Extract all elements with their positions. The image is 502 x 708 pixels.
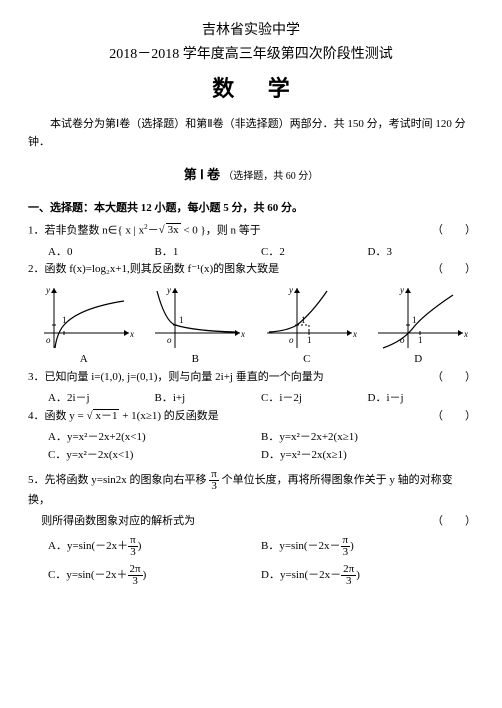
question-1: 1．若非负整数 n∈{ x | x2－3x < 0 }，则 n 等于 （ ） bbox=[28, 222, 474, 240]
q3-choice-d: D．i－j bbox=[368, 390, 475, 408]
q5-choice-a: A．y=sin(－2x＋π3) bbox=[48, 535, 261, 558]
svg-text:o: o bbox=[46, 335, 51, 345]
question-5-line1: 5．先将函数 y=sin2x 的图象向右平移 π3 个单位长度，再将所得图象作关… bbox=[28, 469, 474, 510]
q4-choices-2: C．y=x²－2x(x<1) D．y=x²－2x(x≥1) bbox=[28, 447, 474, 465]
q3-stem: 3．已知向量 i=(1,0), j=(0,1)，则与向量 2i+j 垂直的一个向… bbox=[28, 371, 324, 383]
q1-paren: （ ） bbox=[432, 222, 476, 240]
q2-graph-c: x y o 1 1 C bbox=[251, 283, 363, 369]
q3-choices: A．2i－j B．i+j C．i－2j D．i－j bbox=[28, 390, 474, 408]
q2-label-a: A bbox=[28, 351, 140, 369]
svg-text:x: x bbox=[240, 329, 245, 339]
q4-choice-a: A．y=x²－2x+2(x<1) bbox=[48, 429, 261, 447]
q1-choice-b: B．1 bbox=[155, 244, 262, 262]
q2-graphs: x y o 1 A x y o 1 B bbox=[28, 283, 474, 369]
svg-text:1: 1 bbox=[179, 315, 184, 325]
q3-paren: （ ） bbox=[432, 369, 476, 387]
section-1-title: 第 Ⅰ 卷 （选择题，共 60 分） bbox=[28, 165, 474, 186]
question-4: 4．函数 y = x－1 + 1(x≥1) 的反函数是 （ ） bbox=[28, 408, 474, 426]
svg-text:y: y bbox=[399, 285, 404, 295]
subject-title: 数 学 bbox=[28, 71, 474, 106]
q5-paren: （ ） bbox=[432, 513, 476, 531]
q5-stem2: 则所得函数图象对应的解析式为 bbox=[41, 515, 195, 527]
q5-choice-b: B．y=sin(－2x－π3) bbox=[261, 535, 474, 558]
q5-choice-d: D．y=sin(－2x－2π3) bbox=[261, 564, 474, 587]
svg-text:x: x bbox=[352, 329, 357, 339]
q4-stem-post: + 1(x≥1) 的反函数是 bbox=[119, 410, 218, 422]
q2-paren: （ ） bbox=[432, 261, 476, 279]
question-2: 2．函数 f(x)=log₂x+1,则其反函数 f⁻¹(x)的图象大致是 （ ） bbox=[28, 261, 474, 279]
q2-graph-d: x y o 1 1 D bbox=[363, 283, 475, 369]
q1-sqrt: 3x bbox=[166, 223, 181, 236]
section-1-sub: （选择题，共 60 分） bbox=[223, 171, 318, 182]
q4-choice-c: C．y=x²－2x(x<1) bbox=[48, 447, 261, 465]
svg-text:1: 1 bbox=[307, 335, 312, 345]
q1-choices: A．0 B．1 C．2 D．3 bbox=[28, 244, 474, 262]
q4-paren: （ ） bbox=[432, 408, 476, 426]
q3-choice-c: C．i－2j bbox=[261, 390, 368, 408]
svg-text:o: o bbox=[289, 335, 294, 345]
question-3: 3．已知向量 i=(1,0), j=(0,1)，则与向量 2i+j 垂直的一个向… bbox=[28, 369, 474, 387]
q1-choice-d: D．3 bbox=[368, 244, 475, 262]
part-a-title: 一、选择题：本大题共 12 小题，每小题 5 分，共 60 分。 bbox=[28, 200, 474, 218]
q1-stem-pre: 1．若非负整数 n∈{ x | x bbox=[28, 224, 144, 236]
svg-text:x: x bbox=[463, 329, 468, 339]
svg-text:1: 1 bbox=[412, 315, 417, 325]
q5-frac-d: 3 bbox=[209, 481, 219, 492]
svg-text:1: 1 bbox=[418, 335, 423, 345]
q2-label-b: B bbox=[140, 351, 252, 369]
q1-stem-post: < 0 }，则 n 等于 bbox=[183, 224, 260, 236]
svg-text:y: y bbox=[166, 285, 171, 295]
q4-choices-1: A．y=x²－2x+2(x<1) B．y=x²－2x+2(x≥1) bbox=[28, 429, 474, 447]
school-name: 吉林省实验中学 bbox=[28, 20, 474, 42]
q5-stem1-pre: 5．先将函数 y=sin2x 的图象向右平移 bbox=[28, 474, 209, 486]
q2-label-d: D bbox=[363, 351, 475, 369]
q3-choice-a: A．2i－j bbox=[48, 390, 155, 408]
q2-graph-a: x y o 1 A bbox=[28, 283, 140, 369]
svg-text:o: o bbox=[167, 335, 172, 345]
question-5-line2: 则所得函数图象对应的解析式为 （ ） bbox=[28, 513, 474, 531]
q4-choice-d: D．y=x²－2x(x≥1) bbox=[261, 447, 474, 465]
q3-choice-b: B．i+j bbox=[155, 390, 262, 408]
q2-label-c: C bbox=[251, 351, 363, 369]
svg-text:y: y bbox=[45, 285, 50, 295]
q2-graph-b: x y o 1 B bbox=[140, 283, 252, 369]
q4-stem-pre: 4．函数 y = bbox=[28, 410, 86, 422]
exam-title: 2018－2018 学年度高三年级第四次阶段性测试 bbox=[28, 44, 474, 66]
q1-choice-c: C．2 bbox=[261, 244, 368, 262]
q5-choices-1: A．y=sin(－2x＋π3) B．y=sin(－2x－π3) bbox=[28, 535, 474, 558]
q1-choice-a: A．0 bbox=[48, 244, 155, 262]
svg-text:y: y bbox=[288, 285, 293, 295]
q5-choices-2: C．y=sin(－2x＋2π3) D．y=sin(－2x－2π3) bbox=[28, 564, 474, 587]
q5-choice-c: C．y=sin(－2x＋2π3) bbox=[48, 564, 261, 587]
section-1-main: 第 Ⅰ 卷 bbox=[184, 167, 220, 182]
intro-text: 本试卷分为第Ⅰ卷（选择题）和第Ⅱ卷（非选择题）两部分．共 150 分，考试时间 … bbox=[28, 116, 474, 151]
q2-stem: 2．函数 f(x)=log₂x+1,则其反函数 f⁻¹(x)的图象大致是 bbox=[28, 263, 279, 275]
q4-choice-b: B．y=x²－2x+2(x≥1) bbox=[261, 429, 474, 447]
q4-sqrt: x－1 bbox=[93, 409, 119, 422]
svg-text:x: x bbox=[129, 329, 134, 339]
q5-frac-n: π bbox=[209, 469, 219, 481]
